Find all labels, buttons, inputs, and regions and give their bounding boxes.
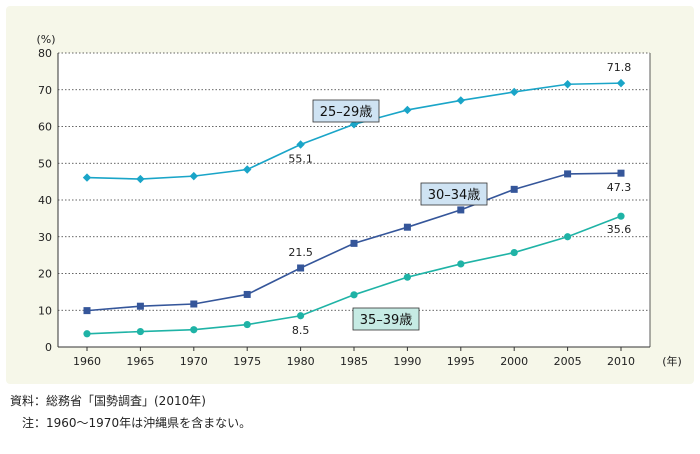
- point-s1-1960: [83, 307, 91, 315]
- point-s2-1990: [403, 273, 411, 281]
- data-label-s1-2010: 47.3: [607, 181, 632, 194]
- source-note: 資料：総務省「国勢調査」(2010年): [10, 394, 206, 408]
- point-s1-1970: [190, 300, 198, 308]
- x-tick-label-1990: 1990: [393, 355, 421, 368]
- point-s1-2000: [510, 185, 518, 193]
- y-tick-label-10: 10: [38, 304, 52, 317]
- series-label-0: 25–29歳: [320, 105, 373, 120]
- footnote: 注：1960〜1970年は沖縄県を含まない。: [10, 416, 252, 430]
- x-tick-label-1970: 1970: [180, 355, 208, 368]
- point-s0-1975: [243, 165, 252, 174]
- y-unit-label: (%): [36, 33, 55, 46]
- series-label-2: 35–39歳: [360, 313, 413, 328]
- x-tick-label-2010: 2010: [607, 355, 635, 368]
- point-s0-1980: [296, 140, 305, 149]
- x-tick-label-1980: 1980: [287, 355, 315, 368]
- y-tick-label-80: 80: [38, 47, 52, 60]
- point-s1-1995: [457, 206, 465, 214]
- point-s0-1990: [403, 105, 412, 115]
- data-label-s2-1980: 8.5: [292, 324, 310, 337]
- point-s0-1960: [82, 173, 92, 182]
- x-tick-label-1960: 1960: [73, 355, 101, 368]
- x-tick-label-1985: 1985: [340, 355, 368, 368]
- x-tick-label-1995: 1995: [447, 355, 475, 368]
- point-s2-1980: [297, 312, 305, 320]
- data-label-s0-2010: 71.8: [607, 61, 632, 74]
- y-tick-label-0: 0: [45, 341, 52, 354]
- series-label-box-0: [312, 99, 380, 123]
- y-tick-label-30: 30: [38, 231, 52, 244]
- point-s1-2005: [564, 170, 572, 178]
- point-s2-1985: [350, 291, 358, 299]
- point-s2-2005: [564, 233, 572, 241]
- series-label-1: 30–34歳: [428, 188, 481, 203]
- point-s2-1975: [243, 320, 251, 329]
- point-s1-1965: [136, 302, 144, 310]
- point-s0-1995: [456, 96, 465, 105]
- point-s1-1980: [297, 264, 305, 272]
- data-label-s2-2010: 35.6: [607, 223, 632, 236]
- y-tick-label-60: 60: [38, 121, 52, 134]
- x-tick-label-2005: 2005: [554, 355, 582, 368]
- point-s2-2010: [617, 212, 625, 220]
- point-s1-1985: [350, 239, 358, 247]
- point-s2-2000: [510, 248, 518, 257]
- point-s1-1975: [243, 290, 251, 298]
- y-tick-label-40: 40: [38, 194, 52, 207]
- point-s0-1970: [189, 171, 198, 181]
- series-label-box-2: [352, 307, 420, 331]
- y-tick-label-20: 20: [38, 268, 52, 281]
- chart-panel: 0 10 20 30 40 50 60 70 80 (%) 1960 1965 1970 1975 1980…: [6, 6, 694, 384]
- x-unit-label: (年): [662, 354, 682, 368]
- x-tick-label-1975: 1975: [233, 355, 261, 368]
- x-tick-label-1965: 1965: [126, 355, 154, 368]
- x-tick-label-2000: 2000: [500, 355, 528, 368]
- point-s2-1965: [136, 327, 144, 336]
- point-s2-1970: [190, 326, 198, 334]
- y-tick-label-50: 50: [38, 157, 52, 170]
- series-label-box-1: [420, 182, 488, 206]
- point-s2-1995: [457, 260, 465, 268]
- point-s0-2005: [563, 80, 572, 89]
- point-s0-2010: [616, 78, 626, 88]
- data-label-s1-1980: 21.5: [288, 246, 313, 259]
- point-s2-1960: [83, 330, 91, 338]
- point-s1-1990: [403, 223, 411, 231]
- line-chart: 0 10 20 30 40 50 60 70 80(%) 1960 1965 1970 1975 1980…: [36, 33, 682, 368]
- point-s1-2010: [617, 169, 625, 177]
- y-tick-label-70: 70: [38, 84, 52, 97]
- data-label-s0-1980: 55.1: [288, 153, 313, 166]
- point-s0-1965: [136, 174, 145, 184]
